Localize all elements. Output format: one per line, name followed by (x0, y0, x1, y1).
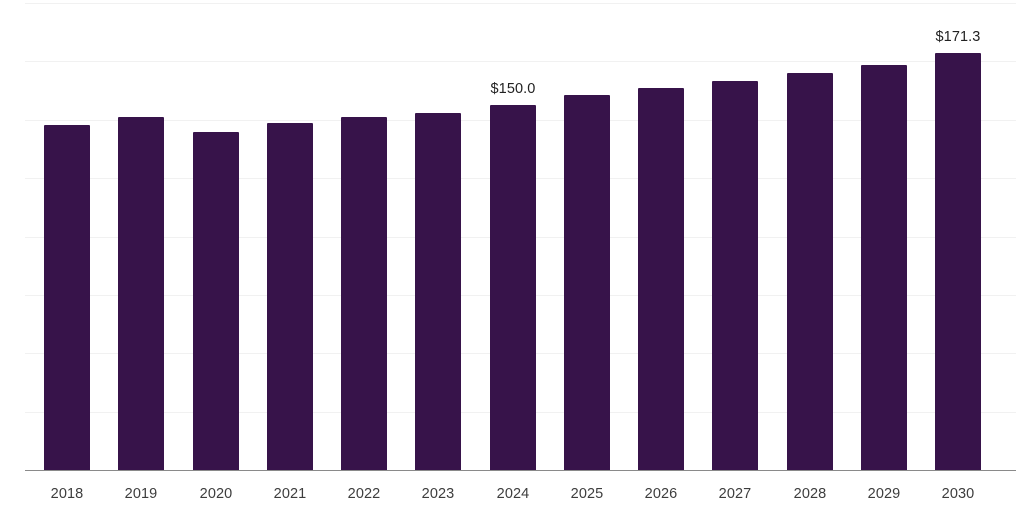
bar-2027[interactable] (712, 81, 758, 470)
x-tick-label-2030: 2030 (941, 486, 975, 502)
bar-2023[interactable] (415, 113, 461, 470)
x-tick-label-2021: 2021 (273, 486, 307, 502)
bar-2024[interactable] (490, 105, 536, 470)
gridline (25, 3, 1016, 4)
x-tick-label-2023: 2023 (421, 486, 455, 502)
x-tick-label-2029: 2029 (867, 486, 901, 502)
x-tick-label-2022: 2022 (347, 486, 381, 502)
bar-2020[interactable] (193, 132, 239, 470)
gridline (25, 61, 1016, 62)
x-tick-label-2025: 2025 (570, 486, 604, 502)
x-tick-label-2028: 2028 (793, 486, 827, 502)
x-tick-label-2024: 2024 (496, 486, 530, 502)
bar-value-label-2030: $171.3 (935, 29, 981, 45)
x-tick-label-2027: 2027 (718, 486, 752, 502)
bar-2029[interactable] (861, 65, 907, 470)
bar-2028[interactable] (787, 73, 833, 470)
bar-2021[interactable] (267, 123, 313, 470)
bar-2019[interactable] (118, 117, 164, 470)
x-tick-label-2026: 2026 (644, 486, 678, 502)
x-tick-label-2020: 2020 (199, 486, 233, 502)
x-tick-label-2019: 2019 (124, 486, 158, 502)
x-tick-label-2018: 2018 (50, 486, 84, 502)
x-axis-line (25, 470, 1016, 471)
bar-2030[interactable] (935, 53, 981, 470)
bar-value-label-2024: $150.0 (490, 81, 536, 97)
bar-2025[interactable] (564, 95, 610, 470)
bar-2018[interactable] (44, 125, 90, 470)
bar-2022[interactable] (341, 117, 387, 470)
bar-2026[interactable] (638, 88, 684, 470)
